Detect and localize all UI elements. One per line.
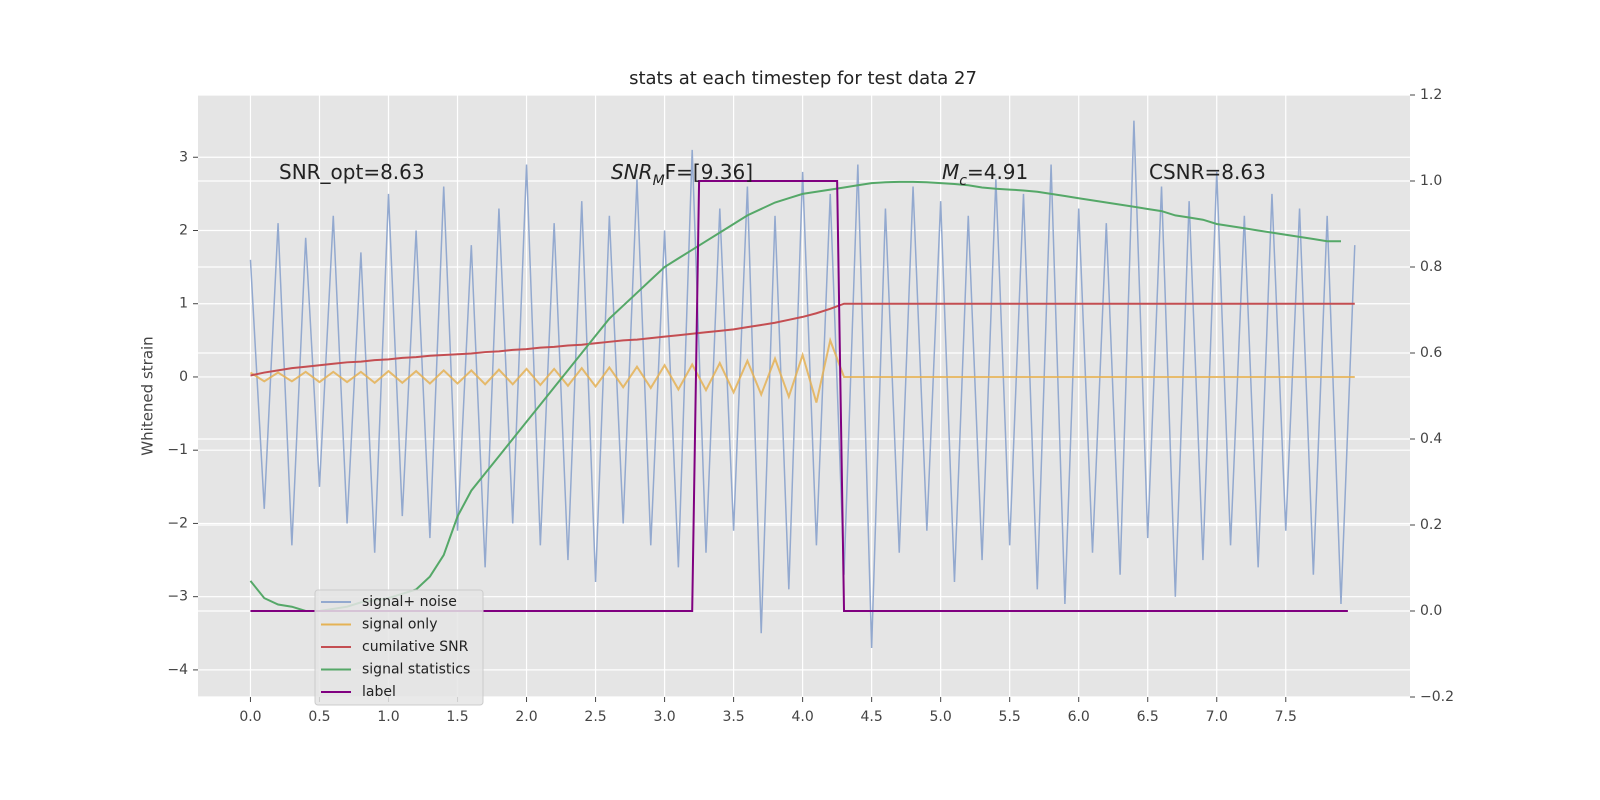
- series-line: [250, 302, 1355, 377]
- x-tick-label: 7.5: [1275, 709, 1297, 725]
- annotation-part: SNR_opt=8.63: [279, 160, 425, 184]
- y-axis-label: Whitened strain: [139, 336, 157, 455]
- x-tick-label: 6.0: [1068, 709, 1090, 725]
- x-tick-label: 0.0: [239, 709, 261, 725]
- y2-tick-label: 1.2: [1420, 87, 1442, 103]
- x-tick-label: 5.5: [999, 709, 1021, 725]
- y2-tick-label: −0.2: [1420, 689, 1454, 705]
- x-tick-label: 3.0: [653, 709, 675, 725]
- series-line: [249, 180, 1341, 612]
- legend: signal+ noise signal only cumilative SNR si…: [314, 589, 484, 706]
- x-tick-label: 2.0: [515, 709, 537, 725]
- series-line: [249, 120, 1356, 648]
- legend-box: [314, 589, 484, 706]
- x-tick-label: 7.0: [1206, 709, 1228, 725]
- y-tick-label: 1: [179, 296, 188, 312]
- legend-label: signal+ noise: [362, 594, 457, 610]
- y-tick-label: 3: [179, 149, 188, 165]
- annotation: Mc=4.91: [942, 160, 1028, 190]
- annotation-part: =4.91: [967, 160, 1028, 184]
- legend-label: cumilative SNR: [362, 639, 469, 655]
- x-tick-label: 2.5: [584, 709, 606, 725]
- x-tick-label: 0.5: [308, 709, 330, 725]
- x-tick-label: 6.5: [1137, 709, 1159, 725]
- annotation-part: F=[9.36]: [665, 160, 753, 184]
- series-line: [249, 336, 1355, 403]
- annotation-part: CSNR=8.63: [1149, 160, 1266, 184]
- y2-tick-label: 0.8: [1420, 259, 1442, 275]
- y-tick-label: −3: [167, 589, 188, 605]
- y2-tick-label: 1.0: [1420, 173, 1442, 189]
- axes: 0.0 0.5 1.0 1.5 2.0 2.5 3.0 3.5 4.0 4.5 5.0 5.5 6.0 6…: [167, 87, 1454, 725]
- x-tick-label: 1.0: [377, 709, 399, 725]
- legend-label: signal statistics: [362, 662, 470, 678]
- y2-tick-label: 0.4: [1420, 431, 1442, 447]
- y-tick-label: 0: [179, 369, 188, 385]
- x-tick-label: 5.0: [930, 709, 952, 725]
- annotation: CSNR=8.63: [1149, 160, 1266, 184]
- x-tick-label: 1.5: [446, 709, 468, 725]
- annotation: SNR_opt=8.63: [279, 160, 425, 184]
- y-tick-label: 2: [179, 222, 188, 238]
- annotation: SNRMF=[9.36]: [611, 160, 753, 190]
- y2-tick-label: 0.2: [1420, 517, 1442, 533]
- series-line: [250, 180, 1348, 612]
- annotation-part: c: [959, 173, 967, 189]
- x-tick-label: 4.0: [791, 709, 813, 725]
- x-tick-label: 4.5: [861, 709, 883, 725]
- y-tick-label: −1: [167, 442, 188, 458]
- x-tick-label: 3.5: [722, 709, 744, 725]
- annotation-part: M: [942, 160, 959, 184]
- y-tick-label: −2: [167, 515, 188, 531]
- annotation-part: M: [653, 173, 665, 189]
- legend-label: label: [362, 684, 396, 700]
- legend-label: signal only: [362, 617, 437, 633]
- y2-tick-label: 0.6: [1420, 345, 1442, 361]
- y-tick-label: −4: [167, 662, 188, 678]
- series-layer: [249, 120, 1356, 648]
- annotation-part: SNR: [611, 160, 653, 184]
- chart-title: stats at each timestep for test data 27: [629, 68, 977, 89]
- y2-tick-label: 0.0: [1420, 603, 1442, 619]
